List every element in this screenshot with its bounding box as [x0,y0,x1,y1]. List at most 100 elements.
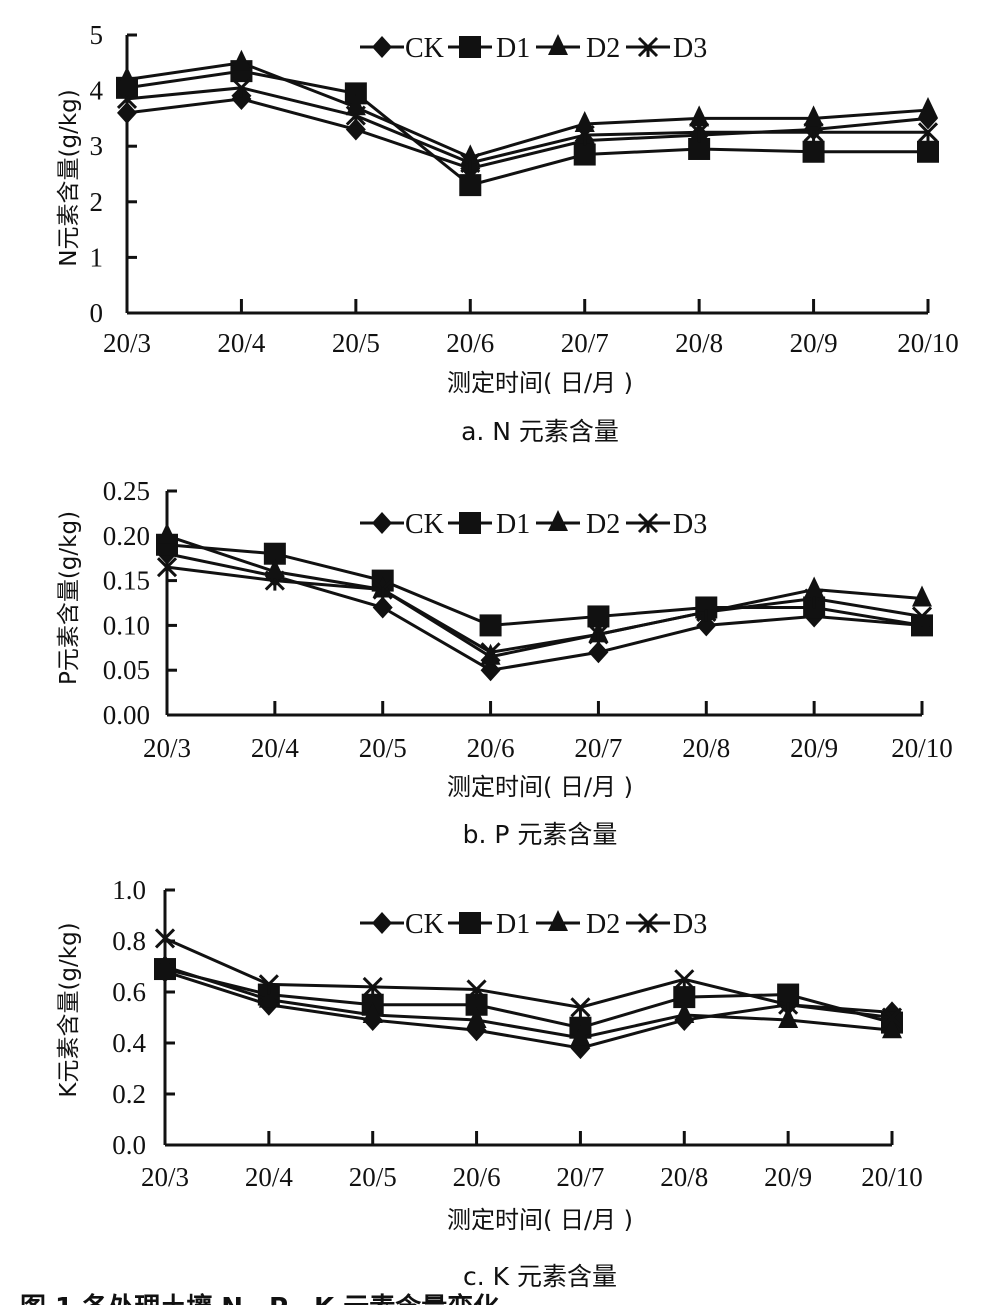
legend-D1-label: D1 [496,509,530,540]
chart-a-series-D2-point [918,97,938,119]
chart-b-series-CK-point [588,641,609,664]
chart-b-xtick-label: 20/8 [682,733,730,763]
legend-D1-label: D1 [496,33,530,64]
chart-b-series-D3-point [911,606,933,627]
chart-a-series-D1-point [344,82,367,105]
chart-c-series-D2-line [164,965,893,1040]
chart-b-series-D2-point [696,598,717,620]
chart-b-series-D3-point [480,642,501,663]
chart-b-series-D1-point [479,614,502,637]
chart-b-ylabel: P元素含量(g/kg) [56,511,82,685]
chart-a-ylabel: N元素含量(g/kg) [56,89,82,266]
chart-c-series-D2-point [882,1017,902,1039]
chart-c-xtick-label: 20/3 [141,1162,189,1192]
chart-a-series-D1-point [917,140,939,163]
chart-a-xtick-label: 20/6 [446,328,494,358]
chart-a-ytick-label: 5 [90,20,104,50]
chart-b-series-D2-point [157,522,177,544]
chart-c-xtick-label: 20/10 [861,1162,923,1192]
chart-c-series-D3-point [154,928,176,949]
chart-a-xtick-label: 20/10 [897,328,959,358]
legend-CK-label: CK [405,509,444,540]
chart-b-series-CK-point [372,596,393,619]
chart-a-xtick-label: 20/9 [790,328,838,358]
legend-D2-label: D2 [586,909,620,940]
legend-CK-label: CK [405,909,444,940]
chart-a-xtick-label: 20/3 [103,328,151,358]
chart-a-series-D2-point [574,110,595,132]
chart-b-series-D3-point [372,579,393,600]
chart-a-series-D1-point [688,137,711,160]
chart-c-series-D3-point [466,979,487,1000]
chart-c-xtick-label: 20/5 [349,1162,397,1192]
chart-c-ylabel: K元素含量(g/kg) [56,922,82,1097]
chart-a-ytick-label: 3 [90,131,104,161]
legend-D3-marker [637,912,659,934]
chart-b-xtick-label: 20/9 [790,733,838,763]
chart-c-plot: 0.0 0.2 0.4 0.6 0.8 1.0 20/3 20/4 20/5 20/6 20/7 20… [112,875,923,1192]
chart-c-series-CK-line [164,970,893,1050]
chart-b-series-D1-point [263,542,286,565]
figure-caption: 图 1 各处理土壤 N、P、K 元素含量变化 [20,1292,499,1305]
legend-CK-marker [372,912,392,934]
chart-a-xlabel: 测定时间( 日/月 ) [447,369,633,397]
chart-b-series-D1-line [166,543,923,627]
chart-b-series-D3-point [588,624,609,645]
chart-c-series-D3-point [570,997,591,1018]
chart-a-series-CK-point [345,118,366,141]
chart-b-plot: 0.00 0.05 0.10 0.15 0.20 0.25 20/3 20/4 20/5 20/6… [103,476,953,763]
legend-D3-marker [637,36,659,58]
chart-b-xlabel: 测定时间( 日/月 ) [447,773,633,801]
chart-c-series-D3-point [362,976,383,997]
chart-a-series-CK-line [126,97,929,171]
chart-c-ytick-label: 1.0 [112,875,146,905]
chart-b-series-D3-line [166,565,923,654]
chart-a-series-D1-point [573,143,596,166]
chart-a-series-D3-point [689,122,710,143]
chart-a-series-CK-point [117,101,137,124]
chart-a-series-D3-point [574,125,595,146]
chart-b-xtick-label: 20/4 [251,733,300,763]
chart-c-series-D3-point [258,974,279,995]
legend-D2-marker [548,910,568,931]
chart-a-series-D1-point [459,174,482,197]
chart-b-ytick-label: 0.00 [103,700,150,730]
chart-a-series-D2-point [231,49,252,71]
chart-a-series-D3-point [803,122,824,143]
legend-D2-label: D2 [586,509,620,540]
chart-b-series-D2-point [912,585,932,607]
chart-c-ytick-label: 0.0 [112,1130,146,1160]
chart-b-xtick-label: 20/10 [891,733,953,763]
chart-c-series-D2-point [362,1001,383,1023]
legend-D1-label: D1 [496,909,530,940]
legend-D3-label: D3 [673,909,707,940]
chart-b-series-D1-point [587,605,610,628]
legend-D2-marker [548,34,568,55]
chart-a-ytick-label: 0 [90,298,104,328]
chart-c-xtick-label: 20/4 [245,1162,294,1192]
chart-b-ytick-label: 0.20 [103,521,150,551]
legend-D1-marker [459,36,481,58]
chart-a: 测定时间( 日/月 ) a. N 元素含量 N元素含量(g/kg) [56,89,633,446]
chart-a-xtick-label: 20/8 [675,328,723,358]
chart-b-series-D2-line [166,534,923,659]
legend-D1-marker [459,912,481,934]
chart-c-caption: c. K 元素含量 [463,1262,617,1291]
chart-b-caption: b. P 元素含量 [463,820,618,849]
chart-b-xtick-label: 20/6 [467,733,515,763]
chart-b-xtick-label: 20/7 [574,733,622,763]
chart-b-ytick-label: 0.15 [103,566,150,596]
chart-a-xtick-label: 20/7 [561,328,609,358]
chart-c-series-D3-line [164,937,893,1019]
chart-c-xlabel: 测定时间( 日/月 ) [447,1206,633,1234]
chart-c-series-D2-point [466,1007,487,1029]
chart-c-legend: CK D1 D2 D3 [360,909,707,940]
chart-a-series-D2-point [689,105,710,127]
legend-CK-marker [372,512,392,534]
chart-c-series-D1-line [164,967,893,1030]
legend-CK-marker [372,36,392,58]
chart-c-series-D2-point [674,1001,695,1023]
chart-c: 测定时间( 日/月 ) c. K 元素含量 K元素含量(g/kg) [56,922,633,1291]
chart-c-ytick-label: 0.4 [112,1028,146,1058]
chart-c-ytick-label: 0.8 [112,926,146,956]
